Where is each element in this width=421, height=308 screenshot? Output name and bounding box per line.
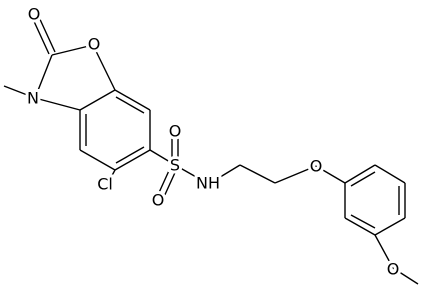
atom-label: O [387, 260, 400, 279]
atom-labels: O O N Cl S O O N H O O [24, 2, 402, 282]
atom-label: O [28, 5, 41, 24]
bonds [3, 14, 419, 285]
atom-label: Cl [97, 175, 113, 194]
atom-label: O [169, 122, 182, 141]
atom-label: O [310, 157, 323, 176]
atom-label: O [88, 35, 101, 54]
atom-label: O [152, 191, 165, 210]
atom-label: N [27, 89, 39, 108]
atom-label: S [170, 156, 180, 175]
atom-label: N [196, 174, 208, 193]
atom-label: H [208, 174, 220, 193]
